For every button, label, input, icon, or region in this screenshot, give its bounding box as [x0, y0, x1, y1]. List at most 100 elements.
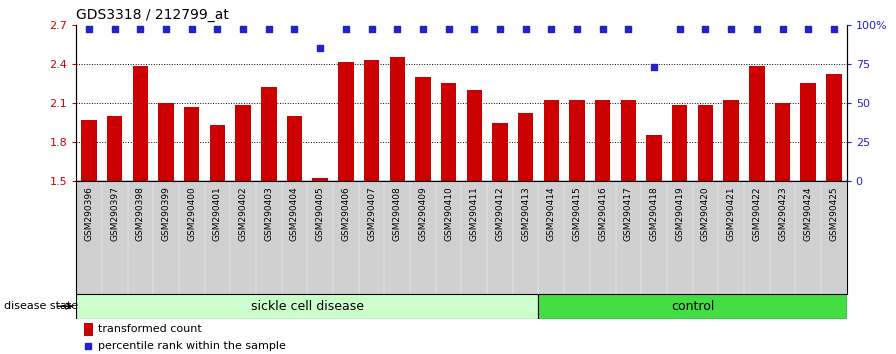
- Text: GSM290416: GSM290416: [599, 186, 607, 241]
- Point: [262, 27, 276, 32]
- Point: [82, 343, 96, 349]
- Point: [288, 27, 302, 32]
- Bar: [390, 57, 405, 354]
- Bar: [76, 294, 538, 319]
- Point: [108, 27, 122, 32]
- Text: GSM290400: GSM290400: [187, 186, 196, 241]
- Point: [493, 27, 507, 32]
- Bar: [775, 103, 790, 354]
- Bar: [646, 135, 662, 354]
- Text: GSM290399: GSM290399: [161, 186, 170, 241]
- Text: GSM290425: GSM290425: [830, 186, 839, 241]
- Point: [159, 27, 173, 32]
- Point: [442, 27, 456, 32]
- Text: GSM290401: GSM290401: [213, 186, 222, 241]
- Bar: [338, 62, 354, 354]
- Text: GSM290411: GSM290411: [470, 186, 478, 241]
- Text: GSM290423: GSM290423: [778, 186, 787, 241]
- Text: GSM290418: GSM290418: [650, 186, 659, 241]
- Text: GDS3318 / 212799_at: GDS3318 / 212799_at: [76, 8, 229, 22]
- Text: GSM290403: GSM290403: [264, 186, 273, 241]
- Point: [416, 27, 430, 32]
- Bar: [210, 125, 225, 354]
- Point: [621, 27, 635, 32]
- Text: GSM290398: GSM290398: [136, 186, 145, 241]
- Point: [313, 45, 327, 51]
- Bar: [621, 100, 636, 354]
- Text: disease state: disease state: [4, 301, 79, 311]
- Point: [211, 27, 225, 32]
- Point: [519, 27, 533, 32]
- Point: [775, 27, 789, 32]
- Bar: [364, 60, 379, 354]
- Bar: [159, 103, 174, 354]
- Bar: [749, 66, 764, 354]
- Point: [827, 27, 841, 32]
- Text: sickle cell disease: sickle cell disease: [251, 300, 364, 313]
- Point: [647, 64, 661, 70]
- Text: GSM290409: GSM290409: [418, 186, 427, 241]
- Point: [801, 27, 815, 32]
- Text: GSM290417: GSM290417: [624, 186, 633, 241]
- Bar: [236, 105, 251, 354]
- Text: GSM290404: GSM290404: [290, 186, 299, 241]
- Bar: [538, 294, 847, 319]
- Point: [467, 27, 481, 32]
- Bar: [84, 323, 93, 336]
- Text: GSM290412: GSM290412: [495, 186, 504, 241]
- Bar: [107, 116, 123, 354]
- Point: [570, 27, 584, 32]
- Text: GSM290419: GSM290419: [676, 186, 685, 241]
- Bar: [313, 178, 328, 354]
- Point: [596, 27, 610, 32]
- Text: GSM290407: GSM290407: [367, 186, 376, 241]
- Point: [134, 27, 148, 32]
- Bar: [82, 120, 97, 354]
- Point: [750, 27, 764, 32]
- Point: [544, 27, 558, 32]
- Text: GSM290422: GSM290422: [753, 186, 762, 241]
- Point: [185, 27, 199, 32]
- Text: GSM290406: GSM290406: [341, 186, 350, 241]
- Text: GSM290413: GSM290413: [521, 186, 530, 241]
- Text: GSM290405: GSM290405: [315, 186, 324, 241]
- Text: GSM290415: GSM290415: [573, 186, 582, 241]
- Bar: [723, 100, 739, 354]
- Bar: [261, 87, 277, 354]
- Point: [724, 27, 738, 32]
- Text: percentile rank within the sample: percentile rank within the sample: [98, 341, 286, 351]
- Bar: [672, 105, 687, 354]
- Bar: [492, 124, 508, 354]
- Bar: [287, 116, 302, 354]
- Text: GSM290414: GSM290414: [547, 186, 556, 241]
- Bar: [826, 74, 841, 354]
- Text: control: control: [671, 300, 714, 313]
- Text: GSM290396: GSM290396: [84, 186, 93, 241]
- Text: GSM290397: GSM290397: [110, 186, 119, 241]
- Bar: [184, 107, 200, 354]
- Text: GSM290421: GSM290421: [727, 186, 736, 241]
- Bar: [441, 83, 456, 354]
- Point: [673, 27, 687, 32]
- Bar: [595, 100, 610, 354]
- Point: [390, 27, 404, 32]
- Bar: [544, 100, 559, 354]
- Bar: [467, 90, 482, 354]
- Bar: [800, 83, 816, 354]
- Point: [82, 27, 96, 32]
- Text: GSM290402: GSM290402: [238, 186, 247, 241]
- Point: [698, 27, 712, 32]
- Bar: [518, 113, 533, 354]
- Text: GSM290420: GSM290420: [701, 186, 710, 241]
- Text: transformed count: transformed count: [98, 324, 202, 334]
- Bar: [133, 66, 148, 354]
- Text: GSM290408: GSM290408: [392, 186, 401, 241]
- Point: [339, 27, 353, 32]
- Bar: [698, 105, 713, 354]
- Point: [236, 27, 250, 32]
- Bar: [569, 100, 585, 354]
- Bar: [415, 77, 431, 354]
- Text: GSM290410: GSM290410: [444, 186, 453, 241]
- Point: [365, 27, 379, 32]
- Text: GSM290424: GSM290424: [804, 186, 813, 241]
